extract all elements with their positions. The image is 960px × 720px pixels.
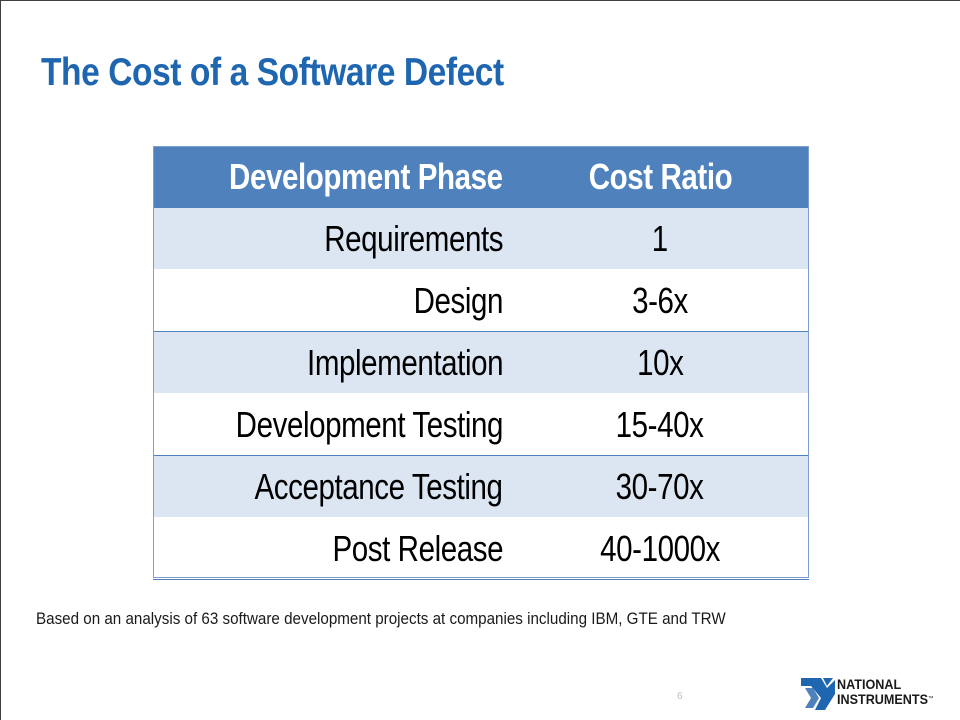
slide-title: The Cost of a Software Defect <box>41 51 504 94</box>
national-instruments-eagle-logo-icon <box>799 674 837 712</box>
phase-cell: Requirements <box>153 208 511 270</box>
column-header-phase: Development Phase <box>153 146 511 208</box>
trademark-symbol: ™ <box>928 696 934 702</box>
table-row: Implementation 10x <box>153 331 809 394</box>
phase-cell: Acceptance Testing <box>153 455 511 518</box>
page-number: 6 <box>677 691 683 702</box>
cost-ratio-cell: 3-6x <box>511 269 809 332</box>
phase-cell: Implementation <box>153 331 511 394</box>
column-header-cost-ratio: Cost Ratio <box>511 146 809 208</box>
cost-ratio-cell: 1 <box>511 208 809 270</box>
cost-ratio-cell: 40-1000x <box>511 517 809 580</box>
logo-wordmark: NATIONAL INSTRUMENTS™ <box>837 677 933 707</box>
table-row: Design 3-6x <box>153 269 809 332</box>
logo-line-national: NATIONAL <box>837 676 902 692</box>
phase-cell: Post Release <box>153 517 511 580</box>
national-instruments-logo: NATIONAL INSTRUMENTS™ <box>799 673 953 713</box>
cost-table-container: Development Phase Cost Ratio Requirement… <box>153 146 809 580</box>
cost-ratio-cell: 10x <box>511 331 809 394</box>
phase-cell: Design <box>153 269 511 332</box>
cost-ratio-table: Development Phase Cost Ratio Requirement… <box>153 146 809 580</box>
logo-line-instruments: INSTRUMENTS™ <box>837 691 934 707</box>
table-row: Requirements 1 <box>153 208 809 270</box>
cost-ratio-cell: 30-70x <box>511 455 809 518</box>
source-footnote: Based on an analysis of 63 software deve… <box>36 610 726 628</box>
table-row: Development Testing 15-40x <box>153 393 809 456</box>
table-row: Acceptance Testing 30-70x <box>153 455 809 518</box>
table-row: Post Release 40-1000x <box>153 517 809 580</box>
table-header-row: Development Phase Cost Ratio <box>153 146 809 208</box>
phase-cell: Development Testing <box>153 393 511 456</box>
cost-ratio-cell: 15-40x <box>511 393 809 456</box>
